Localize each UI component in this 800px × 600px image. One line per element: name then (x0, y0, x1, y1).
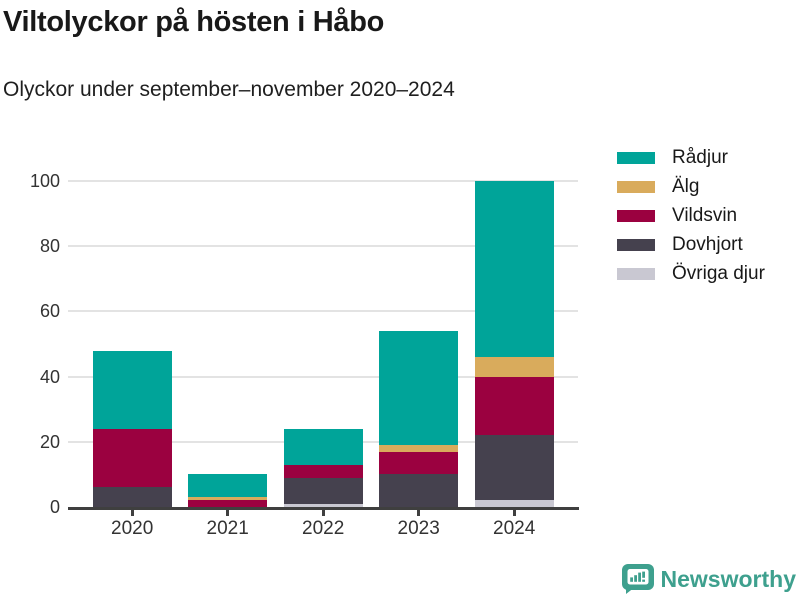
legend-label: Älg (672, 176, 700, 197)
legend: Rådjur Älg Vildsvin Dovhjort Övriga djur (617, 146, 765, 291)
legend-label: Övriga djur (672, 263, 765, 284)
bar-segment-rådjur-2021 (188, 474, 268, 498)
speech-bubble-chart-icon (621, 564, 654, 594)
y-axis-label-80: 80 (39, 236, 60, 257)
bar-segment-övriga-djur-2024 (474, 500, 554, 507)
bar-segment-älg-2023 (379, 445, 459, 452)
legend-label: Vildsvin (672, 205, 738, 226)
x-axis-label-2023: 2023 (397, 518, 440, 539)
bar-segment-vildsvin-2022 (283, 464, 363, 478)
x-tick-2023 (417, 510, 421, 516)
x-tick-2022 (321, 510, 325, 516)
bar-group-2020 (92, 350, 172, 507)
bar-segment-rådjur-2023 (379, 330, 459, 446)
legend-item-vildsvin: Vildsvin (617, 204, 765, 228)
bar-segment-vildsvin-2023 (379, 451, 459, 475)
x-axis-line (68, 507, 579, 510)
page-subtitle: Olyckor under september–november 2020–20… (3, 78, 455, 101)
gridline-y-40 (68, 375, 578, 378)
bar-group-2023 (379, 330, 459, 507)
bar-segment-vildsvin-2020 (92, 428, 172, 488)
gridline-y-60 (68, 310, 578, 313)
plot-area: 0 20 40 60 80 100 (30, 171, 578, 517)
legend-swatch (617, 239, 655, 251)
bar-group-2021 (188, 474, 268, 507)
x-tick-2024 (512, 510, 516, 516)
gridline-y-80 (68, 245, 578, 248)
y-axis-label-60: 60 (39, 301, 60, 322)
y-axis-label-100: 100 (29, 171, 60, 191)
bar-segment-rådjur-2020 (92, 350, 172, 429)
newsworthy-logo[interactable]: Newsworthy (621, 564, 796, 595)
legend-swatch (617, 210, 655, 222)
legend-swatch (617, 268, 655, 280)
legend-swatch (617, 152, 655, 164)
bar-segment-rådjur-2022 (283, 428, 363, 465)
bar-segment-dovhjort-2020 (92, 487, 172, 507)
x-tick-2021 (226, 510, 230, 516)
legend-item-älg: Älg (617, 175, 765, 199)
y-axis-label-40: 40 (39, 366, 60, 387)
bar-segment-älg-2024 (474, 357, 554, 377)
y-axis-label-0: 0 (49, 497, 60, 517)
page-title: Viltolyckor på hösten i Håbo (3, 6, 385, 38)
gridline-y-100 (68, 180, 578, 182)
legend-swatch (617, 181, 655, 193)
bar-segment-övriga-djur-2022 (283, 503, 363, 507)
bar-segment-dovhjort-2022 (283, 477, 363, 504)
bar-segment-vildsvin-2024 (474, 376, 554, 436)
x-axis-label-2020: 2020 (111, 518, 154, 539)
legend-item-övriga-djur: Övriga djur (617, 262, 765, 286)
x-axis-label-2021: 2021 (206, 518, 249, 539)
legend-item-dovhjort: Dovhjort (617, 233, 765, 257)
logo-text: Newsworthy (660, 566, 796, 592)
bar-segment-älg-2021 (188, 497, 268, 501)
bar-segment-dovhjort-2024 (474, 435, 554, 501)
y-axis-label-20: 20 (39, 431, 60, 452)
x-axis-label-2024: 2024 (493, 518, 536, 539)
legend-item-rådjur: Rådjur (617, 146, 765, 170)
legend-label: Dovhjort (672, 234, 743, 255)
bar-segment-dovhjort-2023 (379, 474, 459, 507)
bar-group-2022 (283, 428, 363, 507)
x-tick-2020 (130, 510, 134, 516)
bar-segment-rådjur-2024 (474, 181, 554, 358)
x-axis-label-2022: 2022 (302, 518, 345, 539)
bar-segment-vildsvin-2021 (188, 500, 268, 507)
bar-group-2024 (474, 181, 554, 507)
legend-label: Rådjur (672, 147, 728, 168)
